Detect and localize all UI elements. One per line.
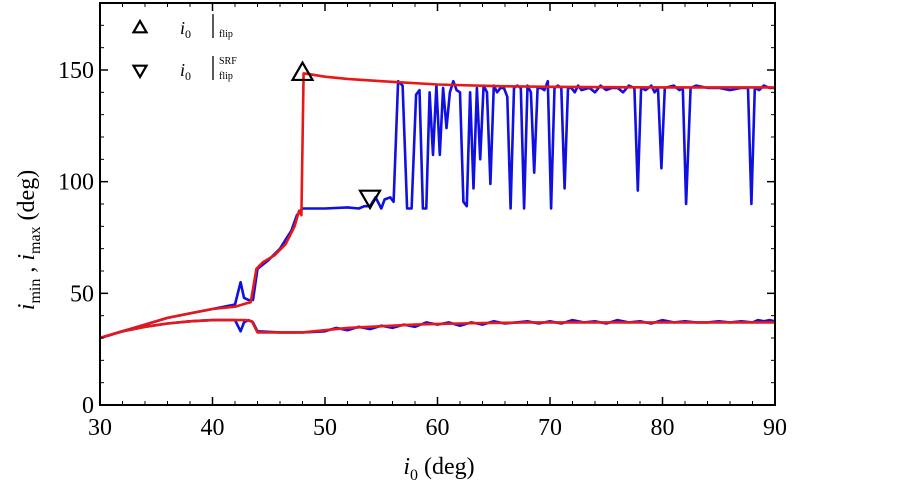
x-tick-label: 50 — [313, 415, 337, 441]
plot-frame — [99, 2, 776, 406]
x-axis-label: i0 (deg) — [403, 454, 474, 484]
legend-sup-2: SRF — [219, 56, 237, 67]
legend-label-1: i0 — [180, 18, 191, 41]
y-tick-label: 0 — [82, 393, 94, 419]
x-tick-label: 40 — [201, 415, 225, 441]
x-tick-label: 80 — [651, 415, 675, 441]
imax-blue-line — [99, 79, 775, 340]
x-tick-label: 30 — [88, 415, 112, 441]
legend-marker-2 — [131, 64, 149, 80]
imax-red-line — [99, 72, 775, 340]
legend-label-2: i0 — [180, 60, 191, 83]
x-tick-label: 60 — [426, 415, 450, 441]
y-axis-label: imin , imax(deg) — [14, 170, 44, 310]
y-tick-label: 100 — [58, 170, 94, 196]
legend-marker-1 — [131, 18, 149, 34]
imin-red-line — [99, 318, 775, 340]
x-tick-label: 70 — [538, 415, 562, 441]
y-tick-label: 150 — [58, 58, 94, 84]
flip-marker — [290, 60, 315, 82]
legend-sub-2: flip — [219, 71, 233, 82]
y-tick-label: 50 — [70, 281, 94, 307]
legend-sub-1: flip — [219, 29, 233, 40]
x-tick-label: 90 — [763, 415, 787, 441]
axis-ticks: 30 40 50 60 70 80 90 0 50 100 150 — [58, 2, 787, 441]
srf-flip-marker — [358, 189, 382, 211]
legend: i0 flip i0 SRF flip — [131, 14, 237, 83]
plot-area — [99, 60, 776, 340]
